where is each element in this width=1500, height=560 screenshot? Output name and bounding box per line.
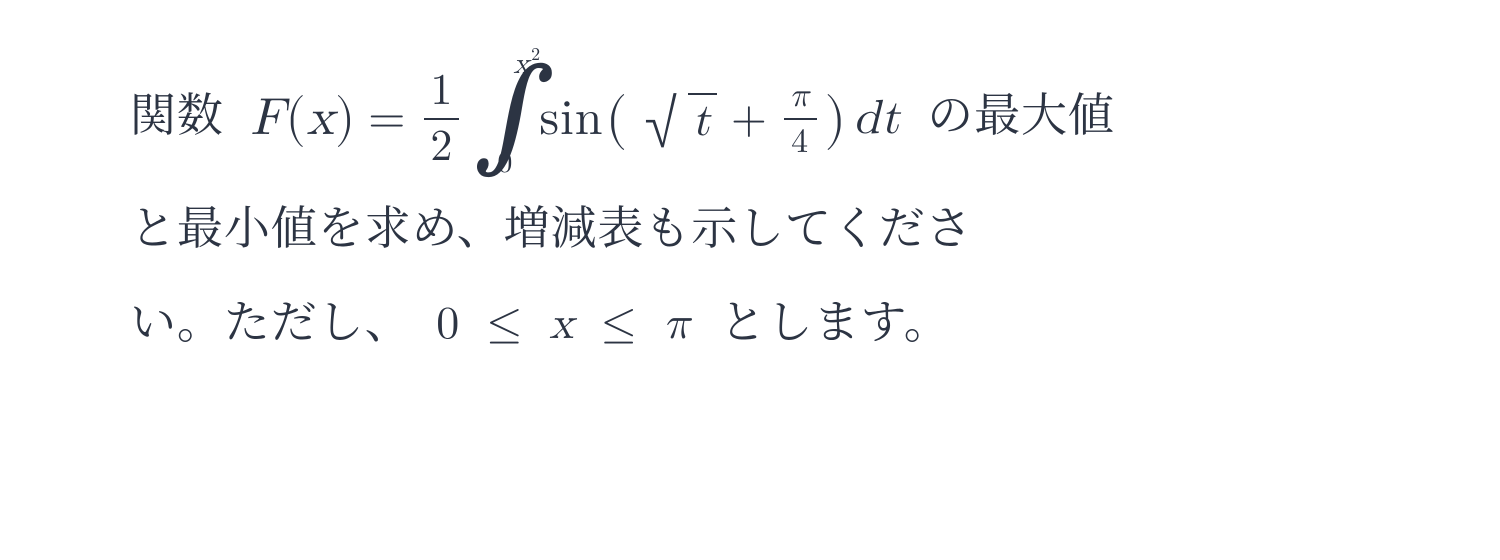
open-paren-icon: ( (606, 62, 629, 177)
integral-sign: ∫ x2 0 (473, 60, 531, 178)
integral-upper-limit: x2 (513, 34, 540, 96)
fraction-one-half: 1 2 (424, 67, 459, 171)
equals-sign: = (368, 70, 406, 168)
close-paren-icon: ) (825, 62, 848, 177)
sqrt-t: √ t (634, 92, 717, 146)
text-prefix: 関数 (130, 79, 224, 145)
formula-F: F(x) = 1 2 ∫ x2 0 sin ( (251, 60, 901, 178)
range-constraint: 0 ≤ x ≤ π (436, 301, 707, 347)
text-suffix-1: の最大値 (927, 79, 1115, 145)
line-1: 関数 F(x) = 1 2 ∫ x2 0 (130, 60, 1390, 178)
plus-sign: + (731, 72, 768, 166)
func-F-of-x: F(x) (251, 66, 357, 173)
dt: dt (853, 70, 900, 168)
problem-text: 関数 F(x) = 1 2 ∫ x2 0 (0, 0, 1500, 432)
text-line3a: い。ただし、 (130, 286, 412, 352)
integral-lower-limit: 0 (497, 133, 513, 195)
line-3: い。ただし、 0 ≤ x ≤ π とします。 (130, 272, 1390, 371)
fraction-pi-over-4: π 4 (784, 77, 817, 161)
line-2: と最小値を求め、増減表も示してくださ (130, 178, 1390, 272)
text-line3b: とします。 (720, 286, 951, 352)
